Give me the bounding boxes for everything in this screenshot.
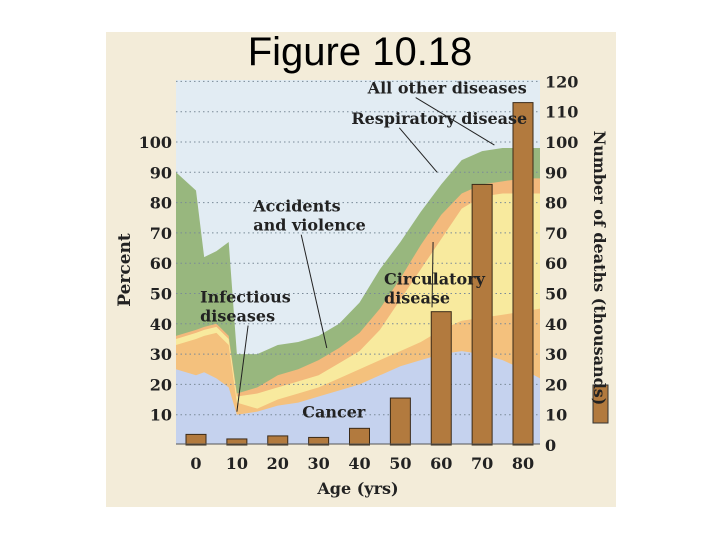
y-left-tick-label: 40	[150, 315, 172, 334]
y-right-tick-label: 10	[545, 406, 567, 425]
x-tick-label: 50	[389, 454, 411, 473]
annotation-label: Infectious	[200, 288, 291, 307]
x-axis-label: Age (yrs)	[316, 479, 398, 498]
y-right-tick-label: 100	[545, 133, 578, 152]
annotation-label: Circulatory	[384, 269, 486, 288]
annotation-label: Cancer	[302, 403, 366, 422]
bar-age-10	[226, 438, 248, 446]
bar-age-20	[267, 435, 289, 446]
y-right-tick-label: 50	[545, 285, 567, 304]
x-tick-label: 60	[430, 454, 452, 473]
x-tick-label: 0	[190, 454, 201, 473]
bar-age-50	[389, 397, 411, 446]
y-axis-label-right: Number of deaths (thousands)	[590, 131, 609, 406]
annotation-label: disease	[384, 288, 450, 307]
x-tick-label: 10	[226, 454, 248, 473]
annotation-label: Respiratory disease	[351, 109, 527, 128]
y-right-tick-label: 70	[545, 224, 567, 243]
slide-title: Figure 10.18	[247, 30, 473, 74]
x-tick-label: 20	[267, 454, 289, 473]
bar-age-30	[308, 436, 330, 446]
annotation-label: All other diseases	[367, 79, 527, 98]
axes: 0 10 20 30 40 50 60 70 80 10 20 30 40 50 60 70 80 90 100 0 1…	[139, 72, 579, 473]
y-left-tick-label: 100	[139, 133, 172, 152]
annotations: All other diseases Respiratory disease Acc…	[200, 79, 527, 422]
annotation-leader	[415, 97, 495, 146]
annotation-leader	[431, 241, 434, 308]
y-right-tick-label: 0	[545, 436, 556, 455]
y-right-tick-label: 110	[545, 103, 578, 122]
y-right-tick-label: 60	[545, 254, 567, 273]
y-right-tick-label: 40	[545, 315, 567, 334]
y-axis-label-left: Percent	[115, 233, 135, 307]
y-right-tick-label: 90	[545, 163, 567, 182]
y-left-tick-label: 30	[150, 345, 172, 364]
figure-panel: All other diseases Respiratory disease Acc…	[106, 32, 616, 507]
bar-age-70	[471, 183, 493, 446]
y-right-tick-label: 120	[545, 72, 578, 91]
x-tick-label: 80	[512, 454, 534, 473]
x-tick-label: 70	[471, 454, 493, 473]
annotation-label: and violence	[253, 216, 366, 235]
y-left-tick-label: 10	[150, 406, 172, 425]
y-left-tick-label: 20	[150, 375, 172, 394]
mortality-chart: All other diseases Respiratory disease Acc…	[115, 72, 609, 498]
y-left-tick-label: 50	[150, 285, 172, 304]
annotation-leader	[398, 127, 438, 173]
annotation-label: diseases	[200, 307, 275, 326]
x-tick-label: 40	[348, 454, 370, 473]
annotation-label: Accidents	[252, 197, 340, 216]
y-right-tick-label: 30	[545, 345, 567, 364]
y-left-tick-label: 80	[150, 194, 172, 213]
y-left-tick-label: 70	[150, 224, 172, 243]
y-left-tick-label: 90	[150, 163, 172, 182]
bar-age-60	[430, 311, 452, 446]
annotation-leader	[236, 325, 249, 412]
x-tick-label: 30	[307, 454, 329, 473]
annotation-leader	[300, 234, 328, 349]
death-count-bars	[185, 102, 534, 446]
bar-age-80	[512, 102, 534, 446]
y-right-tick-label: 20	[545, 375, 567, 394]
legend-swatch-deaths	[592, 384, 609, 424]
bar-age-0	[185, 433, 207, 446]
bar-age-40	[349, 427, 370, 446]
y-right-tick-label: 80	[545, 194, 567, 213]
y-left-tick-label: 60	[150, 254, 172, 273]
